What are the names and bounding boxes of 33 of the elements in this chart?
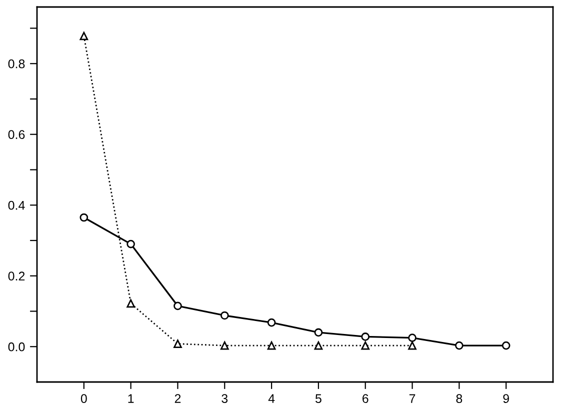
x-tick-label: 1 xyxy=(128,394,134,403)
point xyxy=(408,341,416,350)
point xyxy=(361,341,370,350)
x-tick-label: 4 xyxy=(268,394,275,403)
x-tick-label: 6 xyxy=(362,394,368,403)
point xyxy=(267,318,276,327)
point xyxy=(80,213,88,222)
point xyxy=(174,302,182,310)
point xyxy=(314,328,323,337)
y-tick-label: 0.8 xyxy=(8,59,25,68)
point xyxy=(267,341,276,350)
point xyxy=(314,341,323,350)
point xyxy=(126,240,135,248)
x-tick-label: 0 xyxy=(80,394,87,403)
y-tick-label: 0.0 xyxy=(8,342,25,352)
y-tick-label: 0.6 xyxy=(8,130,25,140)
y-tick-label: 0.4 xyxy=(8,200,25,210)
point xyxy=(502,341,510,350)
x-tick-label: 3 xyxy=(222,394,228,403)
point xyxy=(455,341,464,350)
point xyxy=(408,334,416,342)
x-tick-label: 7 xyxy=(409,394,416,403)
point xyxy=(174,340,182,348)
x-tick-label: 8 xyxy=(456,394,462,403)
point xyxy=(361,332,370,341)
x-tick-label: 9 xyxy=(503,394,509,403)
x-tick-label: 5 xyxy=(315,394,322,403)
point xyxy=(80,32,88,40)
point xyxy=(126,299,135,308)
point xyxy=(220,341,229,350)
point xyxy=(220,311,229,320)
x-tick-label: 2 xyxy=(174,394,181,403)
y-tick-label: 0.2 xyxy=(8,272,25,281)
